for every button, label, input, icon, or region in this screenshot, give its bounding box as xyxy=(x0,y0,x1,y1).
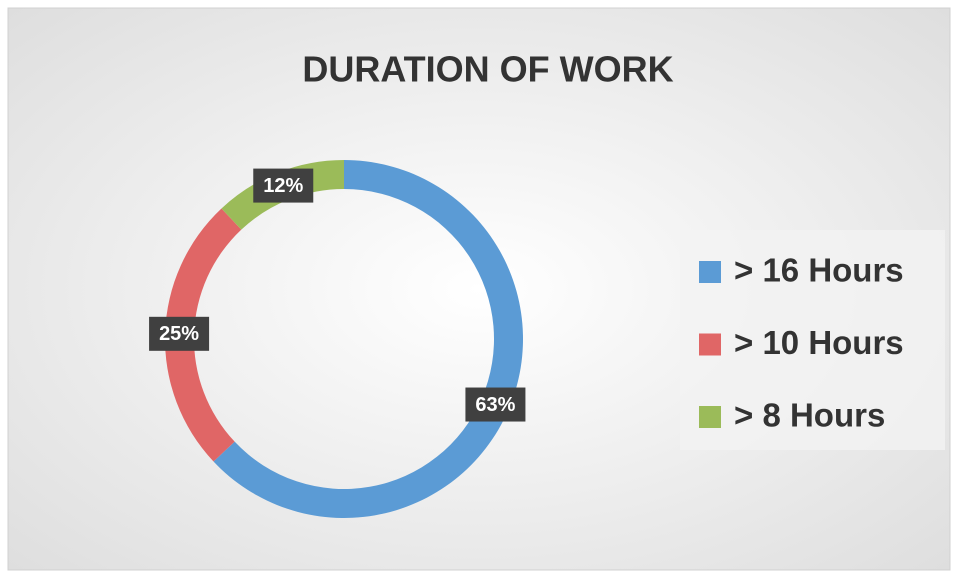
legend-label: > 8 Hours xyxy=(734,397,885,434)
data-label-box xyxy=(149,316,210,351)
donut-segment xyxy=(165,208,242,462)
legend-box xyxy=(680,230,945,450)
legend-swatch xyxy=(699,406,721,428)
data-label-box xyxy=(253,168,314,203)
legend-swatch xyxy=(699,261,721,283)
chart-title: DURATION OF WORK xyxy=(302,49,673,90)
data-label: 63% xyxy=(475,394,515,416)
donut-segment xyxy=(213,160,523,518)
legend-label: > 16 Hours xyxy=(734,252,904,289)
data-label: 12% xyxy=(263,175,303,197)
data-label-box xyxy=(465,387,526,422)
data-label: 25% xyxy=(159,323,199,345)
legend-swatch xyxy=(699,333,721,356)
legend-label: > 10 Hours xyxy=(734,324,904,361)
